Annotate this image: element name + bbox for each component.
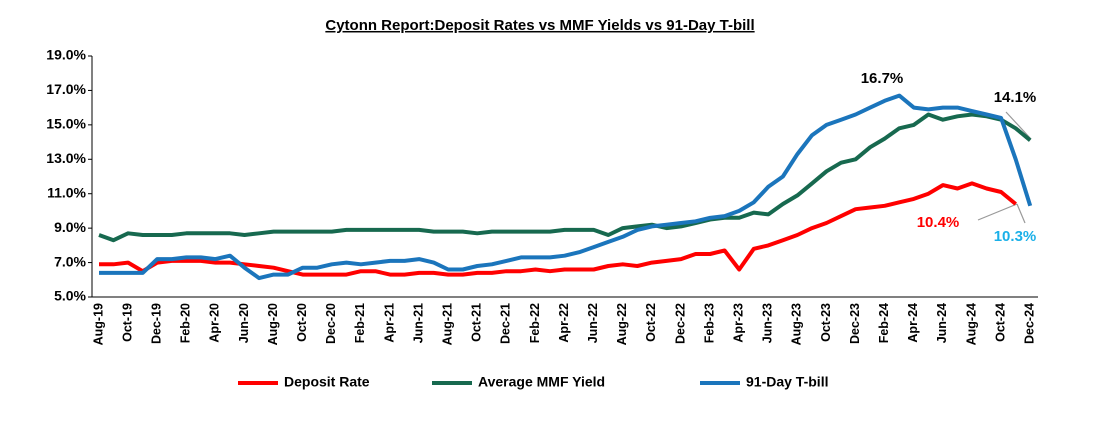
x-tick-label: Dec-20	[324, 303, 338, 344]
x-tick-label: Aug-24	[964, 303, 978, 345]
x-tick-label: Oct-24	[993, 303, 1007, 342]
y-tick-label: 9.0%	[54, 219, 86, 235]
annotation: 10.4%	[917, 214, 960, 231]
annotation: 16.7%	[861, 70, 904, 87]
series-line	[99, 93, 1033, 281]
x-tick-label: Dec-23	[848, 303, 862, 344]
legend-label: 91-Day T-bill	[746, 374, 828, 390]
x-tick-label: Oct-19	[120, 303, 134, 342]
x-tick-label: Jun-24	[935, 303, 949, 343]
chart-title: Cytonn Report:Deposit Rates vs MMF Yield…	[325, 17, 754, 34]
x-tick-label: Apr-24	[906, 303, 920, 343]
x-tick-label: Apr-22	[557, 303, 571, 343]
y-tick-label: 11.0%	[47, 184, 86, 200]
x-tick-label: Dec-19	[149, 303, 163, 344]
x-tick-label: Apr-23	[731, 303, 745, 343]
callout-line	[1005, 111, 1032, 140]
x-tick-label: Aug-22	[615, 303, 629, 345]
callout-line	[1016, 203, 1026, 224]
x-tick-label: Jun-20	[237, 303, 251, 343]
legend-label: Average MMF Yield	[478, 374, 605, 390]
x-tick-label: Dec-24	[1022, 303, 1036, 344]
legend-label: Deposit Rate	[284, 374, 370, 390]
x-tick-label: Feb-21	[353, 303, 367, 343]
x-tick-label: Aug-21	[440, 303, 454, 345]
annotation: 14.1%	[994, 89, 1037, 106]
x-tick-label: Feb-24	[877, 303, 891, 343]
y-tick-label: 19.0%	[46, 47, 86, 63]
x-tick-label: Jun-23	[761, 303, 775, 343]
x-tick-label: Apr-21	[382, 303, 396, 343]
x-tick-label: Oct-20	[295, 303, 309, 342]
annotation: 10.3%	[994, 228, 1037, 245]
x-tick-label: Aug-23	[790, 303, 804, 345]
x-tick-label: Oct-22	[644, 303, 658, 342]
x-tick-label: Dec-21	[499, 303, 513, 344]
x-tick-label: Aug-19	[91, 303, 105, 345]
x-tick-label: Apr-20	[208, 303, 222, 343]
y-tick-label: 17.0%	[46, 81, 86, 97]
x-tick-label: Dec-22	[673, 303, 687, 344]
x-tick-label: Feb-20	[179, 303, 193, 343]
x-tick-label: Jun-21	[411, 303, 425, 343]
y-tick-label: 15.0%	[46, 116, 86, 132]
x-tick-label: Oct-21	[470, 303, 484, 342]
callout-line	[977, 203, 1018, 221]
series-line	[99, 181, 1017, 277]
y-tick-label: 13.0%	[46, 150, 86, 166]
x-tick-label: Feb-23	[702, 303, 716, 343]
y-tick-label: 7.0%	[54, 253, 86, 269]
x-tick-label: Feb-22	[528, 303, 542, 343]
x-tick-label: Oct-23	[819, 303, 833, 342]
x-tick-label: Aug-20	[266, 303, 280, 345]
y-tick-label: 5.0%	[54, 288, 86, 304]
series-line	[98, 112, 1032, 243]
x-tick-label: Jun-22	[586, 303, 600, 343]
